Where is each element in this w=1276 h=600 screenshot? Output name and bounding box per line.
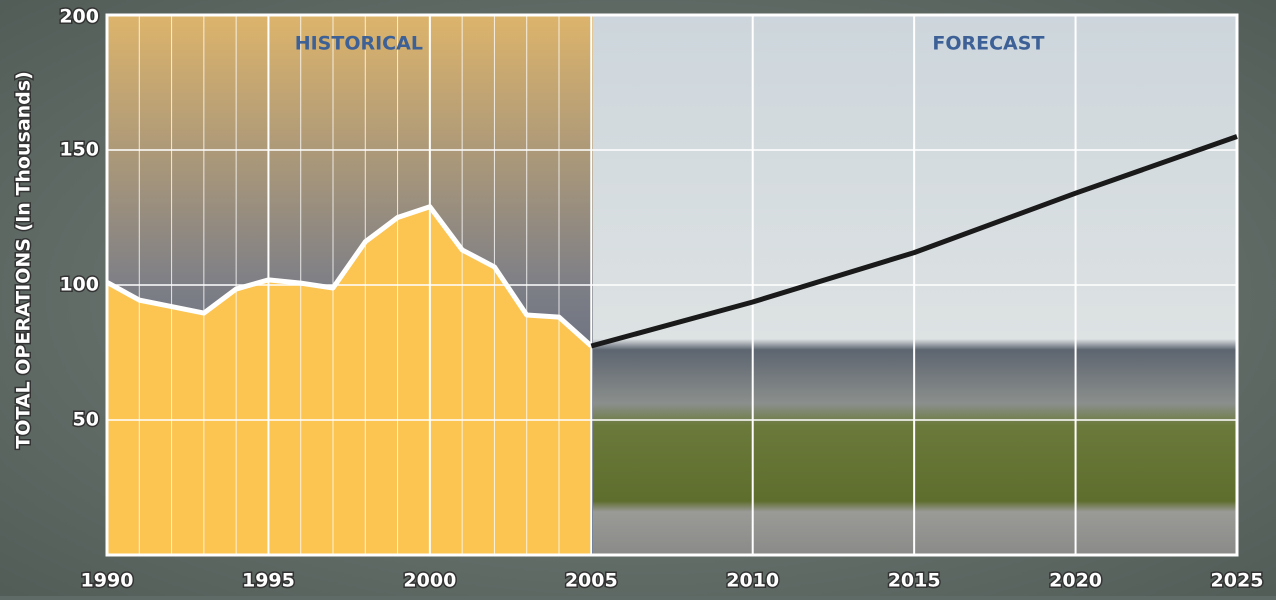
y-tick-label: 200 [59, 6, 99, 28]
x-tick-label: 2000 [403, 570, 456, 592]
x-tick-label: 2005 [565, 570, 618, 592]
annotation: FORECAST [932, 33, 1044, 55]
x-tick-label: 2015 [888, 570, 941, 592]
series-line [105, 204, 593, 348]
x-tick-label: 2010 [726, 570, 779, 592]
y-axis-label: TOTAL OPERATIONS (In Thousands) [13, 71, 35, 449]
y-tick-label: 50 [73, 409, 99, 431]
x-tick-label: 2020 [1049, 570, 1102, 592]
x-tick-label: 1995 [242, 570, 295, 592]
annotation: HISTORICAL [295, 33, 423, 55]
x-tick-label: 1990 [81, 570, 134, 592]
x-tick-label: 2025 [1211, 570, 1264, 592]
historical-area [107, 206, 592, 555]
series-line [590, 134, 1238, 349]
y-tick-label: 150 [59, 139, 99, 161]
y-tick-label: 100 [59, 274, 99, 296]
